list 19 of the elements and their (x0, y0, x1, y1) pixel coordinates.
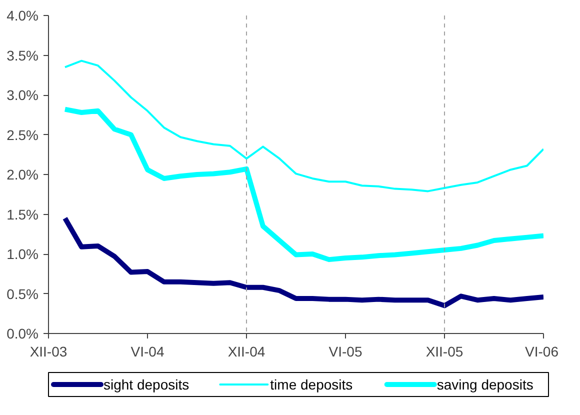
legend-label: saving deposits (436, 376, 534, 392)
x-tick-label: VI-04 (130, 344, 164, 360)
line-series (64, 60, 544, 192)
y-tick-label: 1.5% (6, 206, 39, 222)
y-tick-label: 0.0% (6, 326, 39, 342)
y-tick-label: 4.0% (6, 8, 39, 24)
legend-label: sight deposits (104, 376, 190, 392)
x-tick-label: XII-05 (426, 344, 464, 360)
y-tick-label: 1.0% (6, 246, 39, 262)
legend-label: time deposits (270, 376, 353, 392)
y-tick-label: 3.5% (6, 47, 39, 64)
y-tick-label: 3.0% (6, 87, 39, 103)
y-tick-label: 0.5% (6, 286, 39, 302)
x-tick-label: VI-06 (525, 344, 559, 360)
x-tick-label: XII-04 (228, 344, 266, 360)
x-tick-label: VI-05 (328, 344, 362, 360)
x-tick-label: XII-03 (30, 344, 68, 360)
y-tick-label: 2.0% (6, 166, 39, 182)
y-tick-label: 2.5% (6, 126, 39, 143)
